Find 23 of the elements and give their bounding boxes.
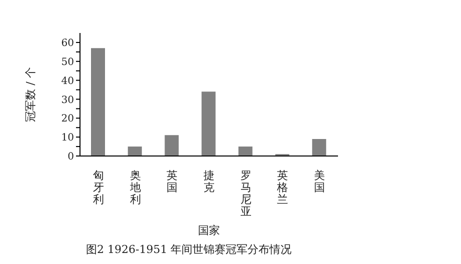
- bar: [164, 135, 179, 156]
- y-tick-label: 60: [61, 38, 74, 50]
- y-tick-label: 10: [61, 132, 74, 144]
- bar: [91, 48, 105, 156]
- x-tick-label: 英国: [166, 169, 178, 194]
- x-tick-label: 奥地利: [128, 169, 141, 206]
- bar: [238, 146, 252, 156]
- bar: [202, 92, 216, 156]
- x-axis-title: 国家: [198, 224, 220, 237]
- y-tick-label: 30: [61, 94, 74, 106]
- x-tick-label: 匈牙利: [92, 169, 104, 206]
- caption: 图2 1926-1951 年间世锦赛冠军分布情况: [86, 242, 292, 257]
- x-tick-label: 罗马尼亚: [240, 169, 252, 218]
- bar: [312, 138, 326, 156]
- y-tick-label: 0: [68, 152, 74, 163]
- y-tick-label: 50: [61, 56, 74, 68]
- y-tick-label: 40: [61, 76, 74, 87]
- x-tick-label: 美国: [314, 169, 326, 194]
- bar: [128, 146, 142, 156]
- y-tick-label: 20: [61, 114, 74, 125]
- y-axis-title: 冠军数 / 个: [24, 67, 37, 122]
- x-tick-label: 英格兰: [276, 169, 288, 206]
- x-tick-label: 捷克: [204, 169, 214, 194]
